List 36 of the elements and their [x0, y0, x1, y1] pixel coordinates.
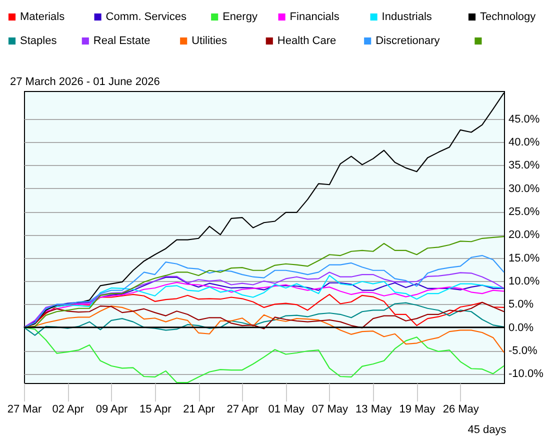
legend-label: Energy [222, 11, 258, 23]
x-tick-label: 15 Apr [140, 404, 172, 416]
y-tick-label: -10.0% [508, 368, 544, 380]
x-tick-label: 27 Mar [7, 404, 42, 416]
y-tick-label: 35.0% [508, 160, 540, 172]
x-tick-label: 07 May [312, 404, 348, 416]
legend-label: Utilities [192, 35, 228, 47]
legend-label: Materials [20, 11, 66, 23]
legend-label: Financials [290, 11, 340, 23]
y-tick-label: 20.0% [508, 229, 540, 242]
y-tick-label: 5.0% [508, 298, 534, 311]
x-tick-label: 21 Apr [183, 404, 216, 416]
y-tick-label: 0.0% [508, 322, 534, 334]
y-tick-label: 15.0% [508, 252, 540, 264]
legend-label: Discretionary [376, 35, 440, 47]
x-tick-label: 19 May [399, 404, 436, 416]
legend-label: Comm. Services [106, 11, 187, 23]
y-tick-label: 25.0% [508, 206, 540, 218]
y-tick-label: 45.0% [508, 113, 540, 126]
legend-label: Staples [20, 35, 58, 47]
text: 45 days [468, 424, 507, 436]
y-tick-label: -5.0% [508, 345, 538, 358]
legend-label: Real Estate [93, 35, 150, 47]
legend-label: Industrials [382, 11, 432, 23]
x-tick-label: 13 May [356, 404, 392, 416]
y-tick-label: 10.0% [508, 276, 540, 288]
x-tick-label: 01 May [268, 404, 305, 416]
legend-label: Health Care [277, 35, 336, 47]
x-tick-label: 27 Apr [226, 404, 259, 416]
x-tick-label: 09 Apr [96, 404, 128, 416]
y-tick-label: 30.0% [508, 182, 540, 195]
legend-label: Technology [480, 11, 536, 23]
chart-title: 27 March 2026 - 01 June 2026 [10, 76, 160, 88]
y-tick-label: 40.0% [508, 136, 540, 148]
x-tick-label: 26 May [442, 404, 480, 416]
x-tick-label: 02 Apr [52, 404, 84, 416]
